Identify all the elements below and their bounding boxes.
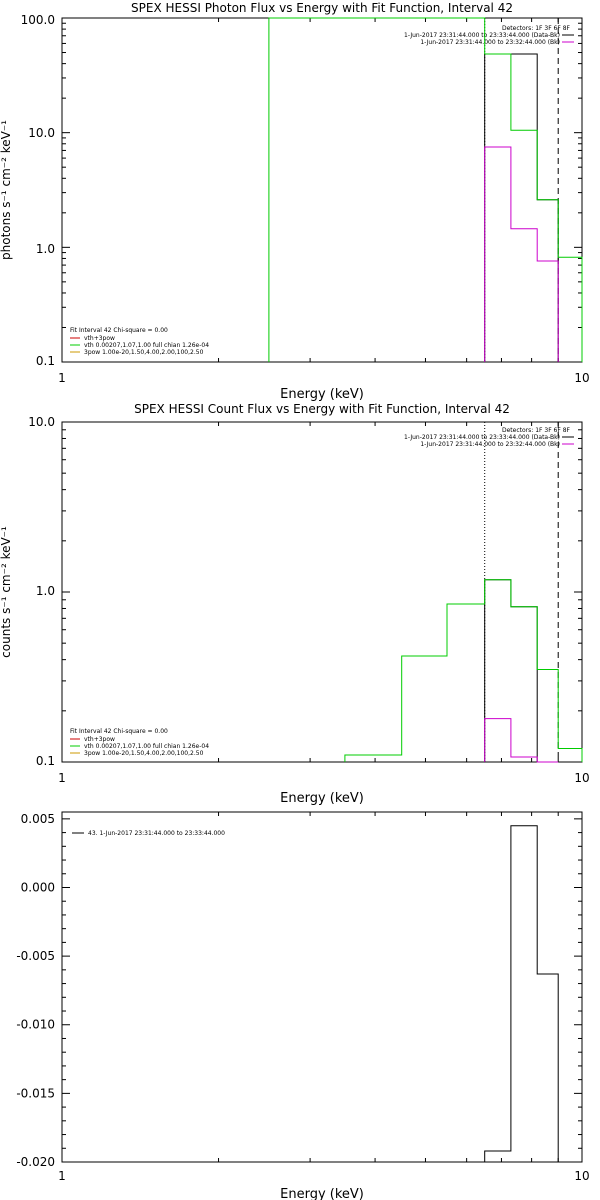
histogram-series	[344, 579, 583, 762]
photon-flux-panel: SPEX HESSI Photon Flux vs Energy with Fi…	[0, 1, 590, 402]
chart-title: SPEX HESSI Photon Flux vs Energy with Fi…	[131, 1, 513, 15]
x-tick-label: 10	[574, 1169, 589, 1183]
x-axis-label: Energy (keV)	[280, 791, 364, 806]
fit-interval-label: Fit Interval 42 Chi-square = 0.00	[70, 327, 168, 334]
y-tick-label: -0.010	[16, 1018, 55, 1032]
y-tick-label: 0.1	[36, 754, 55, 768]
plot-area	[61, 812, 583, 1163]
legend-bk-interval: 1-Jun-2017 23:31:44.000 to 23:32:44.000 …	[420, 39, 560, 46]
histogram-series	[484, 53, 559, 362]
histogram-series	[484, 718, 559, 763]
histogram-series	[484, 146, 559, 362]
y-tick-label: 0.1	[36, 354, 55, 368]
residuals-panel: Energy (keV) 1 10 43. 1-Jun-2017 23:31:4…	[16, 811, 590, 1200]
y-tick-label: 100.0	[21, 13, 55, 27]
x-axis-label: Energy (keV)	[280, 1187, 364, 1200]
x-axis-label: Energy (keV)	[280, 387, 364, 402]
fit-interval-label: Fit Interval 42 Chi-square = 0.00	[70, 728, 168, 735]
legend-item-3pow: 3pow 1.00e-20,1.50,4.00,2.00,100,2.50	[84, 349, 204, 356]
plot-frame	[61, 811, 583, 1163]
y-tick-label: 1.0	[36, 242, 55, 256]
y-tick-label: -0.020	[16, 1155, 55, 1169]
y-axis-label: counts s⁻¹ cm⁻² keV⁻¹	[0, 526, 13, 658]
legend-detectors: Detectors: 1F 3F 6F 8F	[502, 25, 571, 32]
plot-area	[61, 17, 583, 363]
y-tick-label: 0.005	[21, 812, 55, 826]
legend-item-vth: vth 0.00207,1.07,1.00 full chian 1.26e-0…	[84, 743, 209, 750]
legend-item-vth3pow: vth+3pow	[84, 335, 115, 342]
y-ticks: -0.020 -0.015 -0.010 -0.005 0.000 0.005	[16, 812, 55, 1169]
y-tick-label: 10.0	[28, 126, 55, 140]
chart-title: SPEX HESSI Count Flux vs Energy with Fit…	[134, 402, 510, 416]
legend-item-vth: vth 0.00207,1.07,1.00 full chian 1.26e-0…	[84, 342, 209, 349]
legend-data-interval: 1-Jun-2017 23:31:44.000 to 23:33:44.000 …	[404, 434, 560, 441]
x-tick-label: 10	[574, 771, 589, 785]
x-tick-label: 10	[574, 371, 589, 385]
x-tick-label: 1	[58, 371, 66, 385]
plot-area	[61, 422, 583, 763]
legend-item: 43. 1-Jun-2017 23:31:44.000 to 23:33:44.…	[88, 830, 225, 837]
legend-detectors: Detectors: 1F 3F 6F 8F	[502, 427, 571, 434]
count-flux-panel: SPEX HESSI Count Flux vs Energy with Fit…	[0, 402, 590, 806]
x-tick-label: 1	[58, 1169, 66, 1183]
legend-item-3pow: 3pow 1.00e-20,1.50,4.00,2.00,100,2.50	[84, 750, 204, 757]
legend: 43. 1-Jun-2017 23:31:44.000 to 23:33:44.…	[72, 830, 225, 837]
y-tick-label: 0.000	[21, 880, 55, 894]
legend-data-interval: 1-Jun-2017 23:31:44.000 to 23:33:44.000 …	[404, 32, 560, 39]
legend-bk-interval: 1-Jun-2017 23:31:44.000 to 23:32:44.000 …	[420, 441, 560, 448]
legend-topright: Detectors: 1F 3F 6F 8F 1-Jun-2017 23:31:…	[404, 25, 574, 46]
legend-bottomleft: Fit Interval 42 Chi-square = 0.00 vth+3p…	[70, 728, 209, 757]
plot-frame	[61, 421, 583, 763]
legend-bottomleft: Fit Interval 42 Chi-square = 0.00 vth+3p…	[70, 327, 209, 356]
histogram-series	[484, 825, 559, 1162]
legend-topright: Detectors: 1F 3F 6F 8F 1-Jun-2017 23:31:…	[404, 427, 574, 448]
y-tick-label: 10.0	[28, 415, 55, 429]
y-tick-label: -0.015	[16, 1086, 55, 1100]
legend-item-vth3pow: vth+3pow	[84, 736, 115, 743]
x-tick-label: 1	[58, 771, 66, 785]
y-tick-label: 1.0	[36, 584, 55, 598]
y-tick-label: -0.005	[16, 949, 55, 963]
histogram-series	[268, 17, 583, 362]
plot-frame	[61, 17, 583, 363]
y-axis-label: photons s⁻¹ cm⁻² keV⁻¹	[0, 120, 13, 260]
